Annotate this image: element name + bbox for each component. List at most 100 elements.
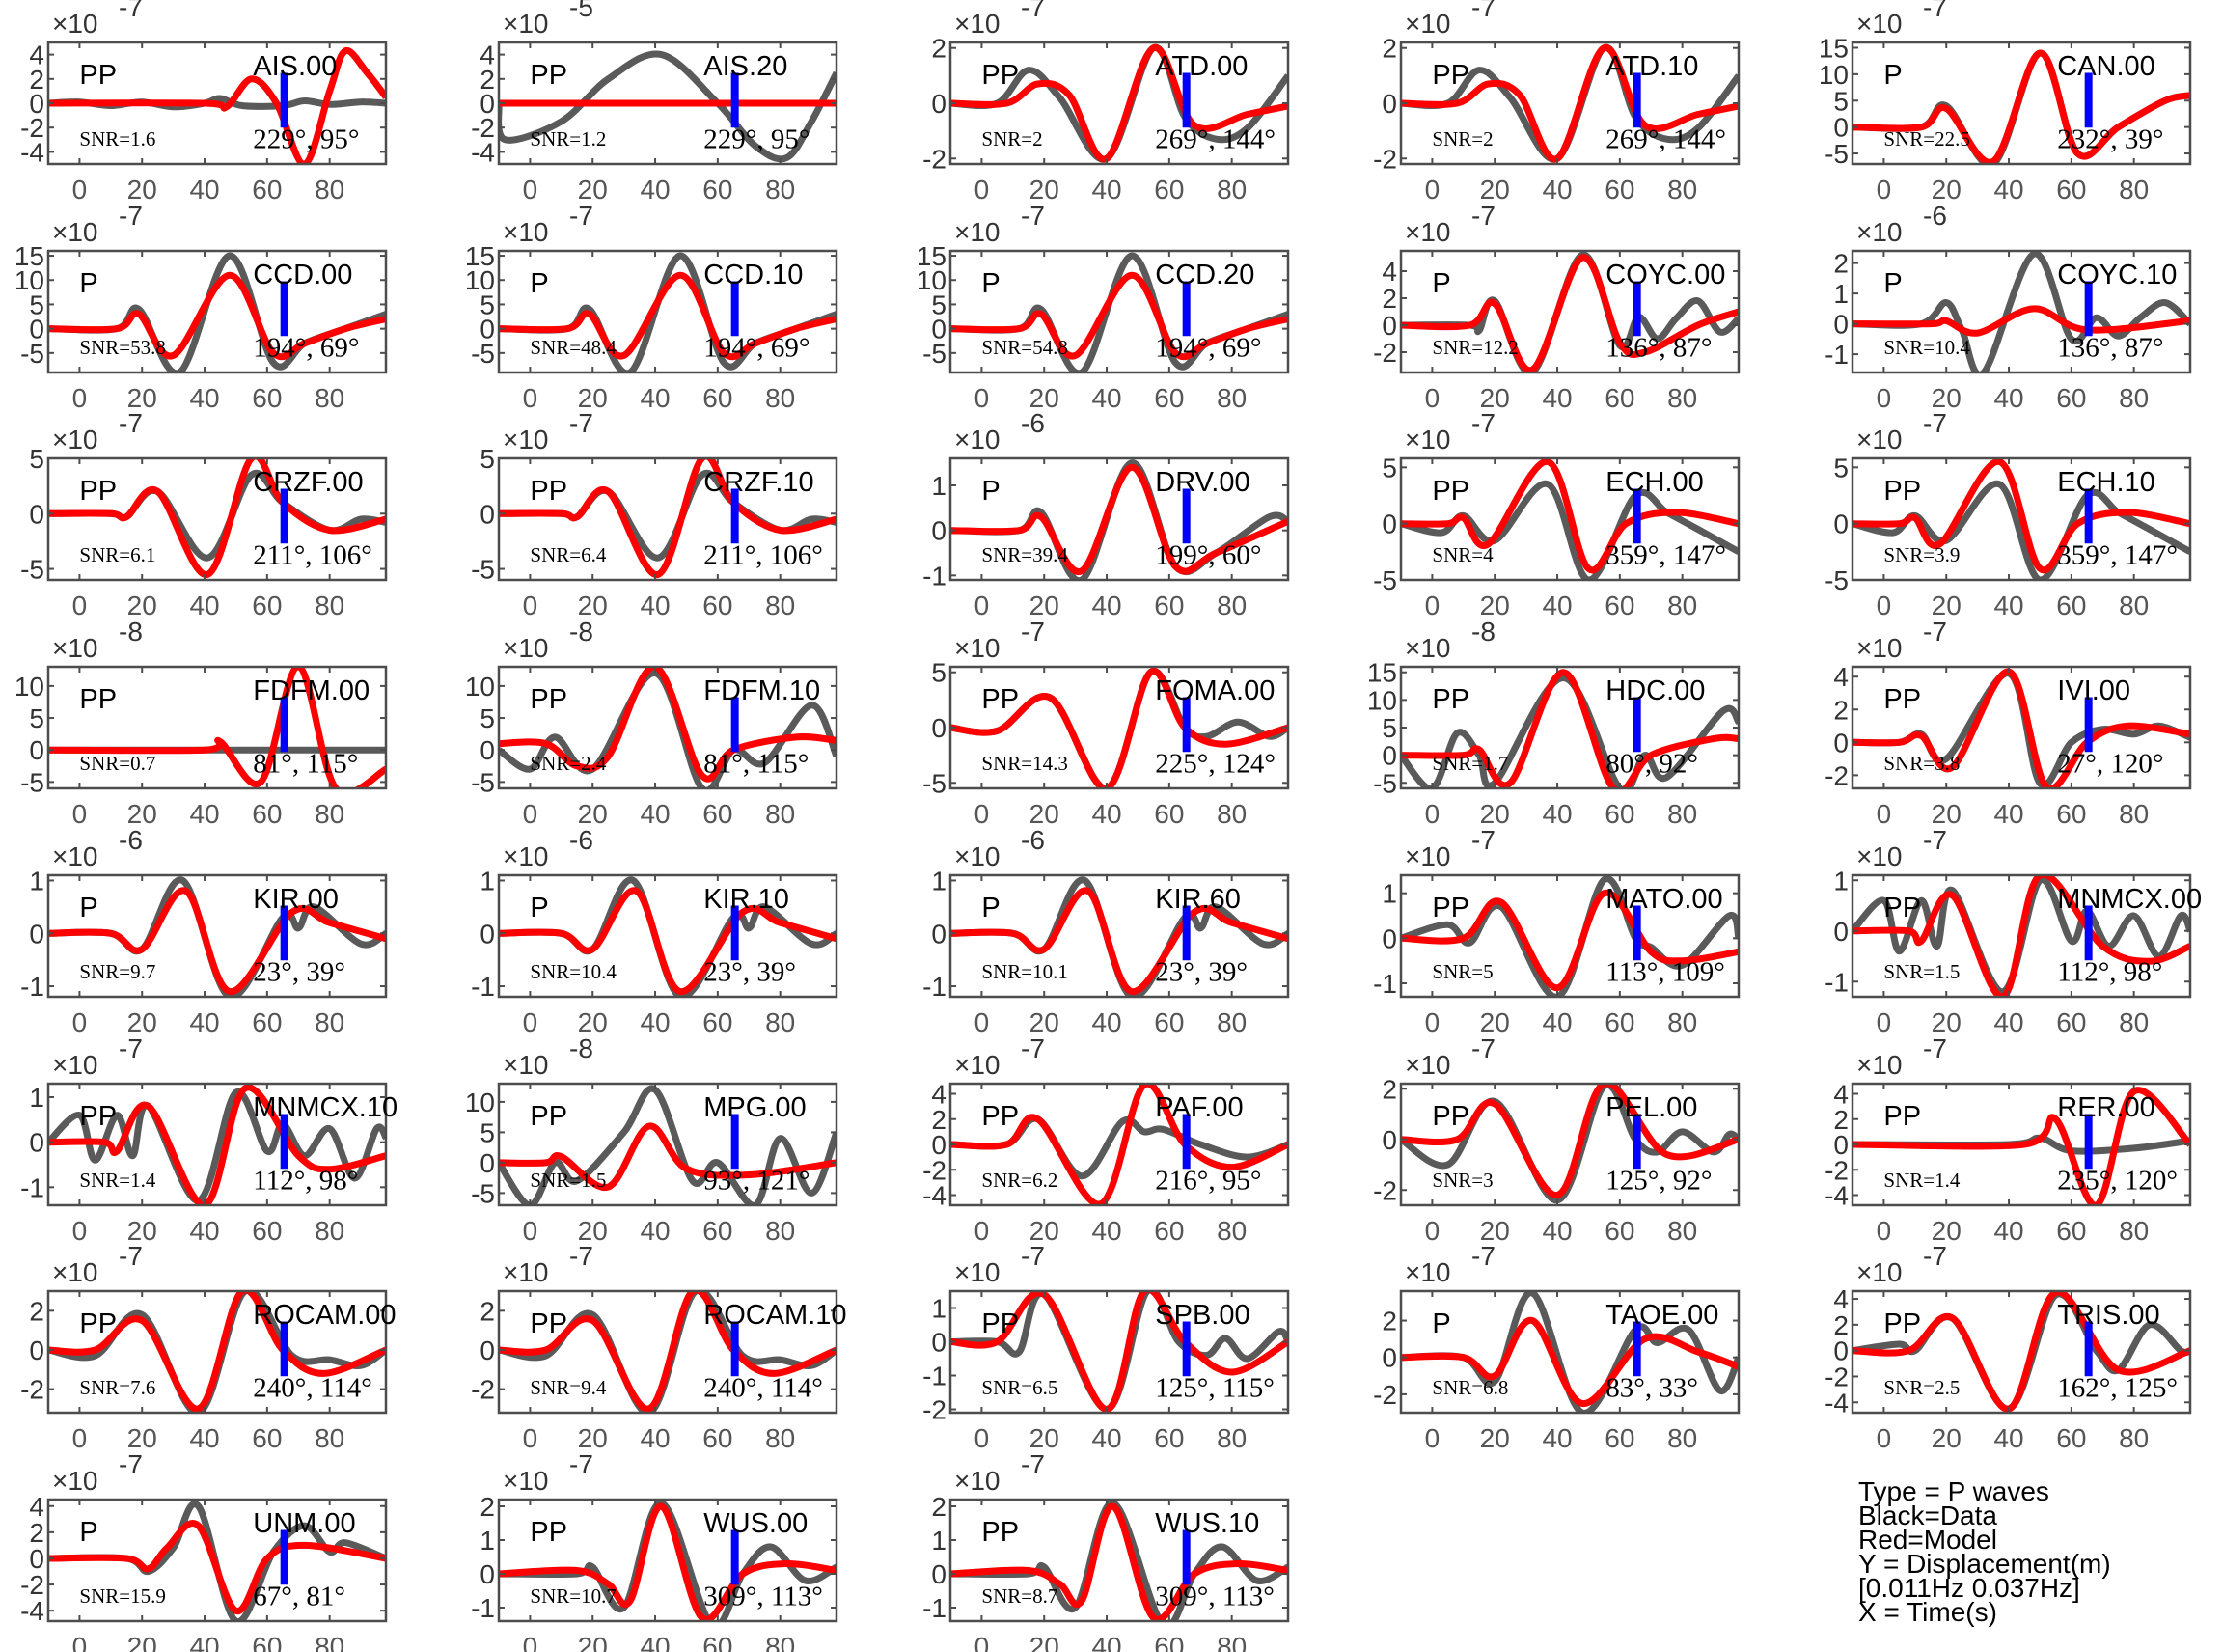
x-tick-label: 20 [1029, 799, 1059, 829]
data-trace-line [1852, 251, 2190, 372]
y-tick-label: 0 [480, 315, 495, 344]
x-tick-label: 40 [1091, 175, 1121, 205]
traces [48, 1291, 386, 1413]
x-tick-label: 80 [765, 175, 795, 205]
x-tick-label: 60 [252, 1423, 282, 1453]
x-tick-label: 0 [974, 591, 990, 620]
waveform-panel: 0 20 40 60 80 -2 0 2 ×10 -7 PP ATD.10 SNR=2 269°, 144… [1373, 0, 1741, 205]
x-tick-label: 20 [578, 175, 608, 205]
y-multiplier-label: ×10 [503, 9, 549, 39]
y-multiplier-label: ×10 [52, 9, 98, 39]
x-tick-label: 20 [578, 591, 608, 620]
y-tick-label: 15 [1367, 658, 1397, 688]
model-trace-line [950, 1291, 1288, 1413]
y-tick-label: 2 [931, 1492, 947, 1522]
model-trace-line [1852, 458, 2190, 574]
y-exponent-label: -7 [119, 408, 143, 438]
y-tick-label: 5 [29, 444, 44, 474]
y-multiplier-label: ×10 [1856, 217, 1903, 247]
angles-label: 81°, 115° [253, 749, 358, 780]
y-tick-label: 5 [480, 1117, 495, 1147]
x-tick-label: 20 [127, 591, 157, 620]
y-tick-label: 10 [1819, 60, 1849, 90]
traces [950, 44, 1288, 163]
x-tick-label: 80 [2119, 383, 2149, 413]
y-tick-label: 1 [1833, 866, 1849, 895]
x-tick-label: 40 [640, 1423, 670, 1453]
y-tick-label: 0 [480, 499, 495, 529]
station-label: KIR.60 [1155, 884, 1241, 915]
x-tick-label: 0 [523, 1216, 538, 1246]
y-multiplier-label: ×10 [503, 217, 549, 247]
x-tick-label: 0 [1877, 383, 1892, 413]
y-tick-label: 0 [480, 735, 495, 765]
traces [1852, 251, 2190, 372]
y-multiplier-label: ×10 [1405, 1050, 1451, 1080]
x-tick-label: 20 [1932, 799, 1962, 829]
traces [950, 1084, 1288, 1205]
y-tick-label: 2 [29, 65, 44, 95]
station-label: MPG.00 [703, 1092, 806, 1123]
y-exponent-label: -7 [1471, 1033, 1496, 1063]
model-trace-line [48, 667, 386, 788]
phase-label: PP [1432, 1101, 1469, 1132]
y-tick-label: -5 [20, 555, 44, 585]
y-multiplier-label: ×10 [954, 633, 1001, 663]
waveform-panel: 0 20 40 60 80 -5 0 5 ×10 -7 PP ECH.00 SNR=4 359°, 147… [1373, 408, 1741, 620]
waveform-panel: 0 20 40 60 80 -5 0 5×10 -7 PP FOMA.00 SNR=14.3 225°,… [922, 617, 1290, 829]
x-tick-label: 80 [315, 1423, 344, 1453]
y-tick-label: 1 [1382, 879, 1397, 909]
y-tick-label: -2 [471, 1375, 495, 1405]
y-exponent-label: -7 [1923, 617, 1947, 647]
x-tick-label: 60 [1605, 1216, 1634, 1246]
x-tick-label: 40 [1542, 799, 1572, 829]
y-multiplier-label: ×10 [503, 1257, 549, 1287]
x-tick-label: 60 [2056, 1007, 2086, 1037]
axes-box [1851, 249, 2192, 374]
phase-label: P [1883, 268, 1902, 299]
phase-label: PP [981, 684, 1019, 715]
y-multiplier-label: ×10 [503, 1050, 549, 1080]
x-tick-label: 20 [1480, 383, 1510, 413]
y-tick-label: 0 [1382, 509, 1397, 539]
y-exponent-label: -8 [569, 1033, 593, 1063]
x-tick-label: 0 [974, 1216, 990, 1246]
traces [1852, 875, 2190, 997]
axes-box [1399, 873, 1741, 999]
x-tick-label: 60 [2056, 1216, 2086, 1246]
model-trace-line [1401, 1084, 1739, 1198]
y-tick-label: -1 [922, 1593, 947, 1623]
x-tick-label: 20 [1932, 175, 1962, 205]
station-label: PEL.00 [1606, 1092, 1697, 1123]
y-multiplier-label: ×10 [954, 1050, 1001, 1080]
x-tick-label: 0 [523, 1423, 538, 1453]
snr-label: SNR=6.2 [981, 1169, 1057, 1192]
x-tick-label: 20 [1480, 1007, 1510, 1037]
station-label: TAOE.00 [1606, 1300, 1718, 1331]
x-tick-label: 20 [1932, 383, 1962, 413]
x-tick-label: 20 [127, 1632, 157, 1652]
y-tick-label: 2 [1833, 1310, 1849, 1340]
x-tick-label: 0 [1425, 1423, 1441, 1453]
x-tick-label: 80 [2119, 591, 2149, 620]
y-multiplier-label: ×10 [1405, 217, 1451, 247]
x-tick-label: 40 [640, 1632, 670, 1652]
y-tick-label: 4 [1833, 662, 1849, 692]
x-tick-label: 0 [72, 1007, 88, 1037]
x-tick-label: 60 [1154, 383, 1184, 413]
station-label: MNMCX.00 [2057, 884, 2202, 915]
model-trace-line [1852, 49, 2190, 164]
y-tick-label: -5 [20, 339, 44, 369]
data-trace-line [950, 1291, 1288, 1413]
y-tick-label: 2 [1833, 249, 1849, 279]
waveform-panel: 0 20 40 60 80 -1 0 1×10 -6 P DRV.00 SNR=39.4 199°, 6… [922, 408, 1290, 620]
x-tick-label: 60 [702, 591, 732, 620]
model-trace-line [1401, 1316, 1739, 1407]
y-tick-label: -2 [1373, 1175, 1397, 1205]
y-exponent-label: -8 [1471, 617, 1496, 647]
y-tick-label: 0 [1382, 923, 1397, 953]
